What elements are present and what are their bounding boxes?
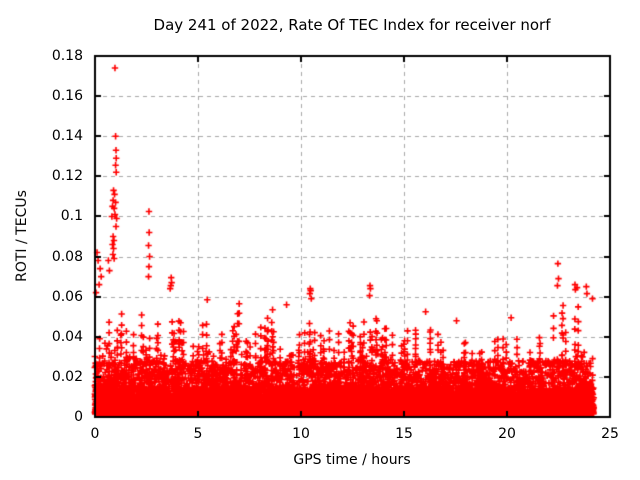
x-tick-label: 10 bbox=[292, 426, 310, 442]
x-tick-label: 0 bbox=[90, 426, 100, 442]
x-axis-label: GPS time / hours bbox=[293, 452, 411, 468]
y-tick-label: 0.08 bbox=[51, 248, 83, 265]
x-tick-label: 20 bbox=[498, 426, 516, 442]
y-tick-label: 0.12 bbox=[51, 168, 83, 185]
chart-title: Day 241 of 2022, Rate Of TEC Index for r… bbox=[153, 16, 551, 34]
y-axis-label: ROTI / TECUs bbox=[14, 190, 30, 282]
y-tick-label: 0.18 bbox=[51, 48, 83, 64]
x-tick-label: 15 bbox=[395, 426, 413, 442]
y-tick-label: 0.14 bbox=[51, 128, 83, 145]
x-tick-label: 25 bbox=[601, 426, 619, 442]
x-tick-label: 5 bbox=[193, 426, 203, 442]
y-tick-label: 0.1 bbox=[60, 208, 83, 225]
y-tick-label: 0.16 bbox=[51, 88, 83, 105]
y-tick-label: 0.06 bbox=[51, 288, 83, 305]
y-tick-label: 0.02 bbox=[51, 368, 83, 385]
y-tick-label: 0 bbox=[74, 409, 83, 425]
y-tick-label: 0.04 bbox=[51, 328, 83, 345]
